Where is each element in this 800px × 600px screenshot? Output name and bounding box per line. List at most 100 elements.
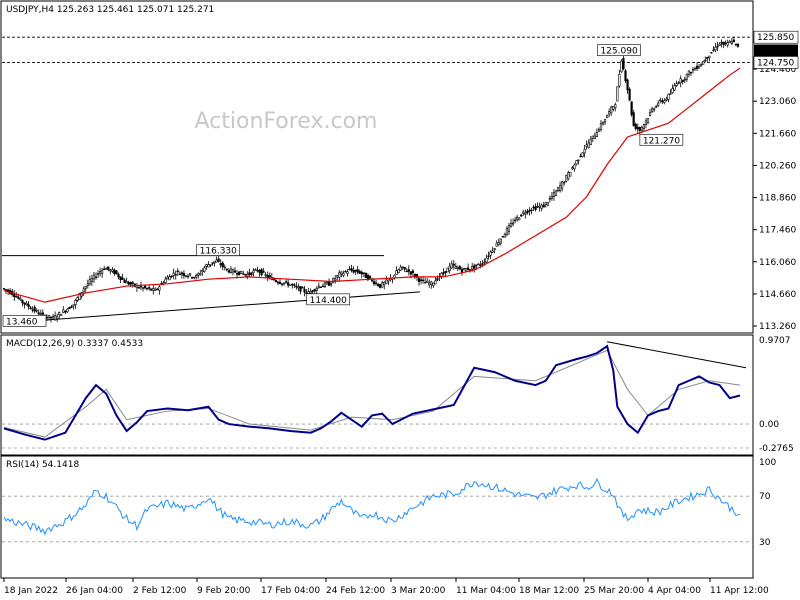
candle-body <box>552 192 556 197</box>
candle-body <box>158 286 161 291</box>
candle-body <box>581 152 584 158</box>
candle-body <box>207 264 210 268</box>
candle-body <box>51 316 55 319</box>
x-tick-label: 3 Mar 20:00 <box>391 586 446 596</box>
candle-body <box>246 274 249 277</box>
candle-body <box>305 292 308 294</box>
candle-body <box>299 286 302 292</box>
candle-body <box>313 289 316 292</box>
candle-body <box>724 42 727 45</box>
candle-body <box>632 112 635 126</box>
candle-body <box>256 269 259 272</box>
candle-body <box>491 250 494 253</box>
candle-body <box>428 282 431 286</box>
candle-body <box>716 45 719 48</box>
candle-body <box>197 273 200 276</box>
candle-body <box>242 273 245 275</box>
candle-body <box>248 272 251 275</box>
price-y-tick-label: 121.660 <box>759 129 796 139</box>
candle-body <box>579 155 582 158</box>
candle-body <box>125 281 128 284</box>
candle-body <box>346 271 349 274</box>
candle-body <box>608 111 611 115</box>
candle-body <box>714 46 717 51</box>
candle-body <box>86 283 89 286</box>
price-panel-layer <box>2 36 752 323</box>
price-tag-label: 125.850 <box>757 33 794 43</box>
candle-body <box>209 264 212 266</box>
candle-body <box>399 266 402 271</box>
candle-body <box>244 273 247 276</box>
candle-body <box>638 127 641 131</box>
candle-body <box>734 43 738 46</box>
candle-body <box>695 65 699 69</box>
candle-body <box>681 79 684 82</box>
candle-body <box>317 285 320 288</box>
candle-body <box>648 112 652 116</box>
candle-body <box>383 282 386 286</box>
candle-body <box>561 181 564 189</box>
candle-body <box>360 272 363 275</box>
candle-body <box>315 287 318 291</box>
candle-body <box>540 204 543 209</box>
candle-body <box>503 233 506 238</box>
candle-body <box>166 276 169 280</box>
candle-body <box>565 175 568 182</box>
candle-body <box>704 59 707 62</box>
candle-body <box>634 123 637 129</box>
candle-body <box>213 261 216 264</box>
x-tick-label: 11 Mar 04:00 <box>456 586 516 596</box>
candle-body <box>706 56 709 59</box>
candle-body <box>661 100 664 103</box>
current-price-box <box>754 44 798 57</box>
candle-body <box>499 238 502 244</box>
candle-body <box>636 126 639 130</box>
candle-body <box>233 270 237 273</box>
candle-body <box>732 39 735 43</box>
candle-body <box>84 286 87 289</box>
candle-body <box>215 259 218 263</box>
annotation-label: 121.270 <box>643 136 680 146</box>
candle-body <box>495 242 498 247</box>
candle-body <box>548 197 551 200</box>
candle-body <box>460 269 464 273</box>
candle-body <box>448 265 451 271</box>
candle-body <box>205 264 208 267</box>
candle-body <box>446 267 449 273</box>
candle-body <box>338 272 341 278</box>
candle-body <box>597 129 601 132</box>
candle-body <box>27 304 30 307</box>
candle-body <box>254 269 257 271</box>
candle-body <box>127 281 130 285</box>
candle-body <box>462 268 466 270</box>
candle-body <box>2 288 6 290</box>
candle-body <box>677 82 680 84</box>
candle-body <box>152 288 155 291</box>
candle-body <box>107 266 110 270</box>
candle-body <box>505 228 509 235</box>
candle-body <box>31 309 34 311</box>
candle-body <box>180 272 183 275</box>
candle-body <box>176 270 179 273</box>
candle-body <box>64 311 67 313</box>
candle-body <box>726 42 729 46</box>
candle-body <box>657 102 660 106</box>
candle-body <box>646 118 650 123</box>
macd-panel <box>0 334 754 456</box>
candle-body <box>148 287 151 289</box>
candle-body <box>546 202 549 206</box>
candle-body <box>291 283 294 286</box>
candle-body <box>115 270 118 275</box>
candle-body <box>479 264 482 267</box>
candle-body <box>33 306 36 312</box>
candle-body <box>98 271 102 274</box>
candle-body <box>620 60 623 73</box>
candle-body <box>262 271 265 273</box>
candle-body <box>90 278 94 282</box>
candle-body <box>37 312 40 315</box>
candle-body <box>260 269 263 276</box>
candle-body <box>585 144 588 147</box>
candle-body <box>489 251 492 256</box>
candle-body <box>599 122 603 130</box>
candle-body <box>123 279 126 283</box>
